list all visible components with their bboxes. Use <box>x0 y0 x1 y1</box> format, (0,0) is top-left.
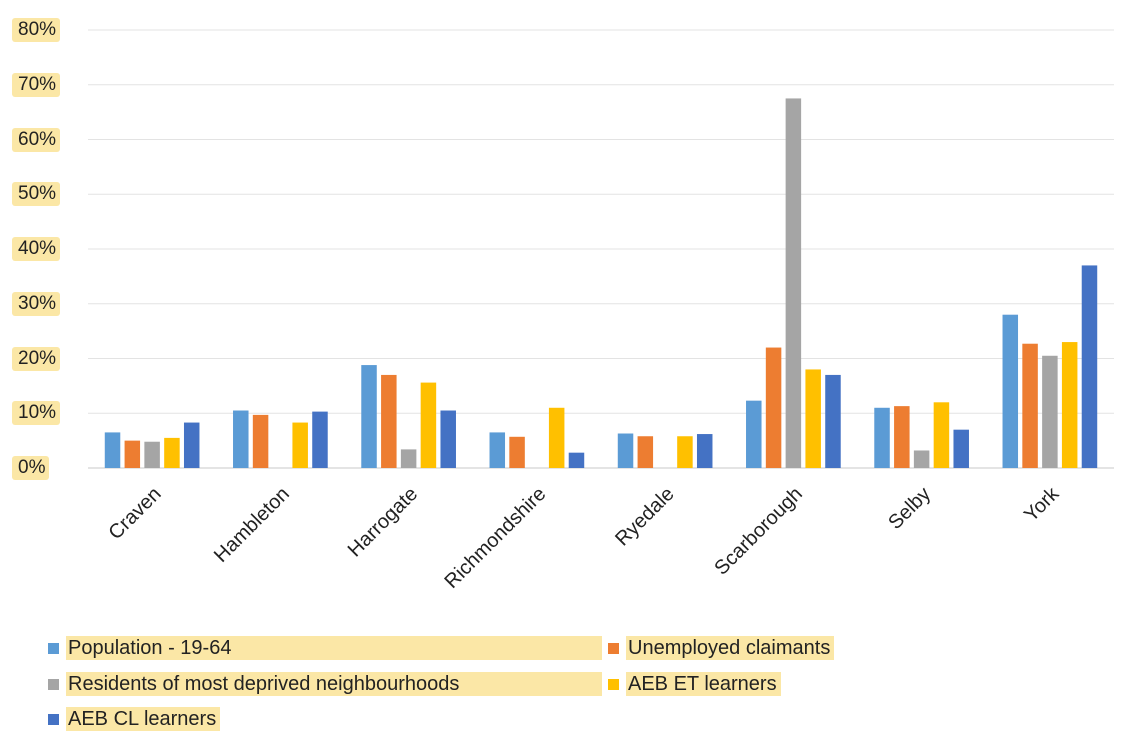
legend-swatch <box>608 642 619 654</box>
y-tick-label: 30% <box>12 291 61 316</box>
bar <box>913 450 930 468</box>
bar <box>1042 355 1058 468</box>
bar <box>1002 314 1019 468</box>
bar <box>1081 265 1098 468</box>
bar <box>489 432 506 468</box>
x-tick-label: Ryedale <box>611 483 678 550</box>
y-tick-label: 60% <box>12 127 61 152</box>
bar <box>548 407 565 468</box>
bar <box>381 374 397 468</box>
legend-label: Population - 19-64 <box>66 636 602 660</box>
legend-label: Unemployed claimants <box>626 636 835 660</box>
y-tick-label: 40% <box>12 237 61 261</box>
legend-swatch <box>48 678 59 690</box>
legend-label: Residents of most deprived neighbourhood… <box>66 672 602 696</box>
bar <box>361 365 377 468</box>
bar <box>696 434 713 468</box>
legend-swatch <box>608 678 619 690</box>
bar <box>894 406 910 468</box>
bar <box>874 407 890 468</box>
legend-swatch <box>48 713 59 725</box>
bar <box>164 437 180 468</box>
bar <box>953 429 969 468</box>
legend-label: AEB ET learners <box>626 672 781 696</box>
bar <box>785 98 802 468</box>
bar <box>568 452 585 468</box>
bar <box>746 400 762 468</box>
bar <box>144 441 160 468</box>
bar <box>420 382 437 468</box>
y-tick-label: 80% <box>12 18 61 42</box>
bar <box>124 440 141 468</box>
bar <box>1061 342 1078 468</box>
bars <box>104 98 1098 468</box>
x-tick-label: Selby <box>884 483 935 534</box>
gridlines <box>88 29 1114 469</box>
bar <box>312 411 328 468</box>
y-tick-label: 20% <box>12 346 61 371</box>
x-tick-label: Hambleton <box>210 483 294 567</box>
bar <box>104 432 121 468</box>
legend-item: Population - 19-64 <box>48 636 602 660</box>
bar <box>933 402 950 468</box>
x-tick-label: Craven <box>105 483 166 544</box>
x-tick-label: York <box>1020 482 1064 526</box>
bar <box>637 436 654 468</box>
bar <box>183 422 200 468</box>
y-tick-label: 70% <box>12 72 61 97</box>
legend-swatch <box>48 642 59 654</box>
x-tick-label: Richmondshire <box>441 483 551 593</box>
x-axis-labels: Craven Hambleton Harrogate Richmondshire Rye… <box>105 482 1065 593</box>
bar <box>292 422 308 468</box>
bar <box>1022 343 1038 468</box>
legend-item: Residents of most deprived neighbourhood… <box>48 672 602 696</box>
x-tick-label: Harrogate <box>344 483 422 561</box>
x-tick-label: Scarborough <box>710 483 807 580</box>
bar <box>233 410 249 468</box>
y-tick-label: 10% <box>12 401 61 426</box>
bar <box>825 374 841 468</box>
legend-item: AEB CL learners <box>48 707 221 731</box>
legend-item: AEB ET learners <box>608 672 781 696</box>
y-tick-label: 50% <box>12 182 61 207</box>
bar <box>805 369 821 468</box>
bar <box>617 433 634 468</box>
bar <box>509 436 525 468</box>
bar <box>440 410 456 468</box>
legend-item: Unemployed claimants <box>608 636 835 660</box>
bar <box>252 414 269 468</box>
y-tick-label: 0% <box>12 456 50 480</box>
bar <box>677 436 693 468</box>
bar <box>400 449 417 468</box>
bar <box>765 347 782 468</box>
legend-label: AEB CL learners <box>66 707 221 731</box>
